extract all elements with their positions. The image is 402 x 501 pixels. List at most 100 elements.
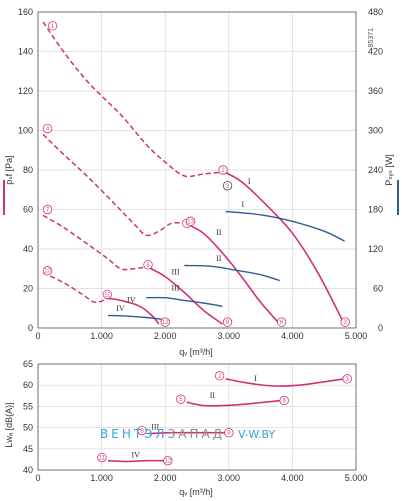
pressure-curve-IV-unstable bbox=[42, 272, 109, 304]
power-curve-I-label: I bbox=[242, 200, 245, 209]
power-curve-I bbox=[225, 210, 345, 242]
top-point-marker-3-number: 3 bbox=[344, 320, 348, 326]
bottom-point-marker-12-number: 12 bbox=[164, 459, 171, 465]
top-y-tick-label: 160 bbox=[18, 7, 33, 17]
power-curve-III-label: III bbox=[172, 283, 180, 292]
bottom-plot-frame bbox=[37, 363, 357, 471]
bottom-x-tick-label: 3.000 bbox=[218, 473, 241, 483]
top-y-tick-label: 20 bbox=[23, 284, 33, 294]
top-point-marker-7: 7 bbox=[42, 204, 53, 215]
top-point-marker-3: 3 bbox=[340, 317, 350, 327]
sound-curve-III-label: III bbox=[151, 423, 159, 432]
top-y-tick-label: 0 bbox=[28, 323, 33, 333]
top-reference-marker-3: 3 bbox=[222, 181, 233, 191]
bottom-point-marker-12: 12 bbox=[163, 455, 173, 466]
top-y-tick-label: 100 bbox=[18, 126, 33, 136]
bottom-point-marker-2-number: 2 bbox=[218, 374, 222, 380]
top-y2-tick-label: 0 bbox=[378, 323, 383, 333]
sound-curve-IV-label: IV bbox=[131, 451, 140, 460]
bottom-point-marker-9-number: 9 bbox=[227, 431, 231, 437]
top-x-axis-label: qᵥ [m³/h] bbox=[179, 347, 212, 357]
top-y-tick-label: 80 bbox=[23, 165, 33, 175]
grid-layer bbox=[37, 11, 357, 471]
pressure-curve-III bbox=[147, 266, 223, 325]
bottom-point-marker-5: 5 bbox=[176, 394, 186, 404]
sound-curve-I-label: I bbox=[254, 374, 257, 383]
top-point-marker-8-number: 8 bbox=[146, 263, 150, 269]
top-point-marker-9: 9 bbox=[222, 317, 233, 327]
watermark-part2: ЗАПАД bbox=[168, 427, 226, 441]
top-point-marker-3-circle bbox=[340, 317, 350, 327]
top-point-marker-10: 10 bbox=[42, 266, 53, 276]
top-point-marker-12: 12 bbox=[160, 317, 170, 327]
top-point-marker-2: 2 bbox=[218, 165, 228, 175]
top-point-marker-2-circle bbox=[218, 165, 228, 175]
svg-text:ВЕНТЭЛЗАПАД: ВЕНТЭЛЗАПАД bbox=[100, 427, 225, 441]
top-y2-tick-label: 240 bbox=[368, 165, 383, 175]
bottom-y-tick-label: 65 bbox=[23, 359, 33, 369]
sound-curve-II-label: II bbox=[210, 391, 216, 400]
bottom-point-marker-6-circle bbox=[279, 395, 289, 406]
top-point-marker-4-circle bbox=[42, 123, 53, 134]
bottom-y-tick-label: 55 bbox=[23, 401, 33, 411]
bottom-point-marker-2-circle bbox=[214, 371, 225, 381]
top-point-marker-7-circle bbox=[42, 204, 53, 215]
bottom-point-marker-8: 8 bbox=[137, 425, 147, 436]
bottom-x-tick-label: 5.000 bbox=[345, 473, 368, 483]
watermark-part1: ВЕНТЭЛ bbox=[100, 427, 168, 441]
bottom-point-marker-9: 9 bbox=[224, 427, 234, 438]
bottom-point-marker-3-circle bbox=[342, 374, 352, 384]
watermark-part3: V-W.BY bbox=[238, 428, 275, 441]
power-curve-III bbox=[146, 296, 223, 307]
top-y2-axis-label: Pₛᵧₛ [W] bbox=[384, 154, 394, 186]
top-x-tick-label: 0 bbox=[35, 331, 40, 341]
pressure-curve-II-unstable bbox=[42, 133, 186, 237]
top-x-tick-label: 2.000 bbox=[154, 331, 177, 341]
top-reference-marker-3-number: 3 bbox=[226, 184, 230, 190]
top-y-tick-label: 40 bbox=[23, 244, 33, 254]
bottom-point-marker-8-circle bbox=[137, 425, 147, 436]
top-y2-tick-label: 120 bbox=[368, 244, 383, 254]
bottom-point-marker-3-number: 3 bbox=[346, 377, 350, 383]
top-point-marker-1-circle bbox=[47, 21, 58, 31]
top-point-marker-4-number: 4 bbox=[46, 127, 50, 133]
top-point-marker-8: 8 bbox=[143, 260, 153, 270]
top-point-marker-10-number: 10 bbox=[44, 269, 51, 275]
top-x-tick-label: 5.000 bbox=[345, 331, 368, 341]
bottom-point-marker-8-number: 8 bbox=[140, 429, 144, 435]
top-y2-tick-label: 360 bbox=[368, 86, 383, 96]
bottom-x-tick-label: 4.000 bbox=[281, 473, 304, 483]
top-y-tick-label: 60 bbox=[23, 205, 33, 215]
bottom-point-marker-5-circle bbox=[176, 394, 186, 404]
top-point-marker-9-circle bbox=[222, 317, 233, 327]
bottom-point-marker-12-circle bbox=[163, 455, 173, 466]
top-y-tick-label: 140 bbox=[18, 47, 33, 57]
pressure-curve-I-label: I bbox=[248, 177, 251, 186]
top-plot-frame bbox=[37, 11, 357, 329]
top-y2-tick-label: 60 bbox=[373, 284, 383, 294]
chart-code: 85371 bbox=[368, 28, 375, 48]
top-point-marker-12-circle bbox=[160, 317, 170, 327]
top-point-marker-13-number: 13 bbox=[187, 219, 194, 225]
top-y-tick-label: 120 bbox=[18, 86, 33, 96]
bottom-point-marker-11-number: 11 bbox=[99, 456, 106, 462]
top-y2-tick-label: 300 bbox=[368, 126, 383, 136]
top-point-marker-11-circle bbox=[102, 289, 113, 300]
top-point-marker-10-circle bbox=[42, 266, 53, 276]
curves-layer bbox=[42, 21, 346, 463]
bottom-point-marker-2: 2 bbox=[214, 371, 225, 381]
top-point-marker-6-number: 6 bbox=[280, 320, 284, 326]
top-x-tick-label: 4.000 bbox=[281, 331, 304, 341]
pressure-curve-I bbox=[223, 171, 345, 323]
pressure-curve-II bbox=[185, 222, 281, 325]
bottom-y-axis-label: Lwₐ [dB(A)] bbox=[4, 402, 14, 447]
bottom-point-marker-11-circle bbox=[97, 452, 107, 463]
power-curve-IV bbox=[107, 314, 163, 321]
top-y2-tick-label: 480 bbox=[368, 7, 383, 17]
labels-layer: 0 1.000 2.000 3.000 4.000 5.00002040608010012… bbox=[3, 7, 399, 483]
bottom-y-tick-label: 40 bbox=[23, 465, 33, 475]
sound-curve-I bbox=[225, 378, 346, 387]
top-point-marker-1-number: 1 bbox=[51, 24, 55, 30]
